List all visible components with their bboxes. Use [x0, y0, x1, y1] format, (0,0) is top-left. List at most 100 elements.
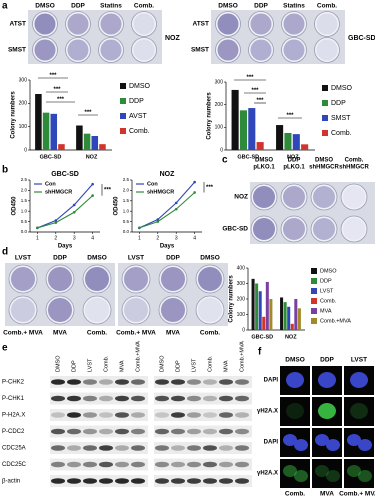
- bar: [99, 144, 106, 150]
- x-tick-label: 2: [156, 235, 159, 241]
- blot-band: [235, 379, 249, 385]
- blot-band: [115, 478, 129, 484]
- blot-bg: [50, 376, 148, 388]
- legend-label: shHMGCR: [147, 189, 174, 195]
- panel-label: a: [2, 1, 8, 12]
- blot-band: [131, 445, 145, 451]
- colonies: [316, 39, 338, 61]
- row-label: γH2A.X: [257, 471, 278, 477]
- y-axis-label: Colony numbers: [207, 92, 213, 140]
- blot-band: [187, 395, 201, 402]
- legend-label: Con: [45, 181, 56, 187]
- legend-label: Comb.: [331, 130, 352, 137]
- dish: [195, 295, 225, 325]
- nucleus: [358, 439, 372, 451]
- blot-band: [155, 412, 169, 418]
- micrograph: [312, 459, 342, 488]
- colonies: [133, 13, 155, 35]
- blot-band: [155, 428, 169, 435]
- line: [37, 195, 94, 229]
- y-tick-label: 1.0: [21, 208, 28, 213]
- column-label: DMSO: [87, 255, 107, 262]
- y-axis-label: OD450: [12, 196, 18, 216]
- legend-swatch: [120, 83, 126, 89]
- column-label: DDP: [71, 360, 77, 372]
- legend-label: Con: [147, 181, 158, 187]
- row-label: γH2A.X: [257, 409, 278, 415]
- blot-band: [235, 461, 249, 468]
- foci: [358, 470, 372, 482]
- chart-title: GBC-SD: [51, 171, 79, 178]
- foci: [315, 465, 329, 477]
- bar: [287, 306, 291, 330]
- column-label: Statins: [283, 3, 305, 10]
- blot-band: [83, 412, 97, 418]
- legend-swatch: [311, 268, 317, 274]
- bar: [256, 142, 264, 150]
- x-tick-label: 4: [193, 235, 196, 241]
- column-label: Comb.: [345, 158, 364, 164]
- blot-band: [219, 461, 233, 468]
- dish: [281, 11, 307, 37]
- column-label: pLKO.1: [253, 165, 275, 171]
- blot-band: [115, 379, 129, 385]
- legend-swatch: [120, 128, 126, 134]
- column-label: Comb.+ MVA: [3, 330, 43, 337]
- column-label: LVST: [351, 357, 367, 364]
- bar: [297, 308, 301, 330]
- blot-band: [131, 461, 145, 468]
- blot-band: [235, 445, 249, 451]
- blot-band: [83, 379, 97, 385]
- blot-band: [99, 445, 113, 451]
- legend-swatch: [311, 318, 317, 324]
- dish: [121, 295, 151, 325]
- column-label: DMSO: [315, 158, 333, 164]
- nucleus: [294, 439, 308, 451]
- column-label: Statins: [100, 3, 122, 10]
- row-label: NOZ: [234, 194, 248, 201]
- micrograph: [344, 459, 374, 488]
- blot-band: [203, 478, 217, 484]
- colonies: [100, 13, 122, 35]
- point: [36, 226, 39, 230]
- micrograph: [344, 397, 374, 426]
- row-label: P-CDC2: [2, 429, 25, 435]
- legend-label: DMSO: [320, 268, 337, 274]
- legend-label: DMSO: [129, 83, 151, 90]
- blot-band: [67, 478, 81, 484]
- y-axis-label: OD450: [114, 196, 120, 216]
- column-label: DMSO: [200, 255, 220, 262]
- column-label: DDP: [166, 255, 180, 262]
- row-label: P-CHK1: [2, 396, 25, 402]
- column-label: DDP: [288, 158, 301, 164]
- colonies: [343, 218, 365, 240]
- column-label: MVA: [53, 330, 67, 337]
- legend-label: SMST: [331, 115, 351, 122]
- y-tick-label: 0: [24, 147, 27, 153]
- blot-band: [115, 461, 129, 468]
- blot-band: [51, 395, 65, 402]
- foci: [326, 470, 340, 482]
- blot-band: [219, 412, 233, 418]
- colonies: [316, 13, 338, 35]
- row-label: SMST: [8, 47, 26, 54]
- y-tick-label: 2.5: [21, 177, 28, 182]
- blot-band: [155, 445, 169, 451]
- blot-band: [131, 395, 145, 402]
- blot-band: [171, 395, 185, 402]
- bar: [283, 302, 287, 330]
- blot-band: [83, 395, 97, 402]
- blot-band: [155, 461, 169, 468]
- dish: [340, 215, 368, 243]
- panel-label: b: [2, 165, 8, 176]
- colonies: [34, 13, 56, 35]
- blot-band: [83, 445, 97, 451]
- column-label: DMSO: [218, 3, 238, 10]
- blot-band: [219, 428, 233, 435]
- colonies: [11, 298, 35, 322]
- column-label: LVST: [191, 358, 197, 372]
- x-tick-label: GBC-SD: [40, 154, 62, 160]
- column-label: DMSO: [35, 3, 55, 10]
- x-tick-label: 3: [175, 235, 178, 241]
- blot-band: [115, 412, 129, 418]
